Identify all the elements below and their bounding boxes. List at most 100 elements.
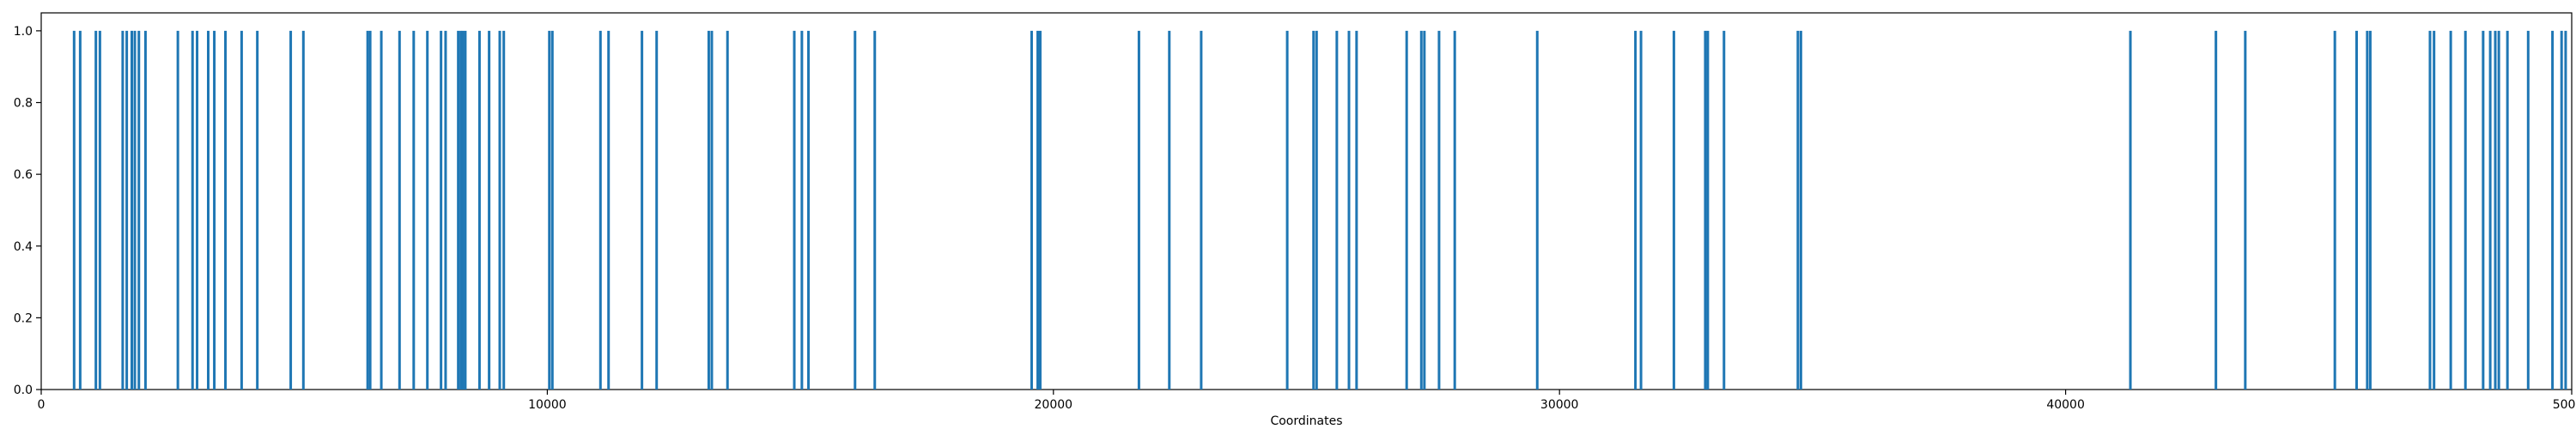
bar-series <box>72 30 2567 390</box>
bar <box>94 30 98 390</box>
bar <box>2428 30 2432 390</box>
bar <box>1405 30 1408 390</box>
bar <box>1796 30 1800 390</box>
plot-frame <box>40 12 2573 390</box>
bar <box>176 30 179 390</box>
bar <box>366 30 369 390</box>
bar <box>1312 30 1315 390</box>
bar <box>1706 30 1710 390</box>
bar <box>498 30 501 390</box>
x-tick-label: 0 <box>38 398 46 412</box>
bar <box>726 30 729 390</box>
bar <box>2526 30 2530 390</box>
y-axis: 0.0 0.2 0.4 0.6 0.8 1.0 <box>14 25 41 397</box>
bar <box>1168 30 1171 390</box>
bar <box>793 30 796 390</box>
plot-area <box>40 12 2573 390</box>
bar <box>1030 30 1033 390</box>
bar <box>707 30 710 390</box>
bar <box>72 30 76 390</box>
bar <box>289 30 293 390</box>
bar <box>2355 30 2359 390</box>
bar <box>2464 30 2467 390</box>
bar <box>1200 30 1203 390</box>
y-tick-label: 0.6 <box>14 168 33 182</box>
bar <box>78 30 82 390</box>
bar <box>1285 30 1289 390</box>
bar <box>461 30 465 390</box>
bar <box>301 30 305 390</box>
bar <box>641 30 644 390</box>
bar <box>1634 30 1637 390</box>
bar <box>426 30 429 390</box>
y-tick-label: 0.4 <box>14 240 33 254</box>
bar <box>2244 30 2247 390</box>
bar <box>807 30 811 390</box>
bar <box>2368 30 2372 390</box>
bar <box>1535 30 1539 390</box>
bar <box>2497 30 2500 390</box>
x-tick-label: 20000 <box>1035 398 1073 412</box>
y-tick-label: 0.8 <box>14 97 33 111</box>
bar <box>1453 30 1456 390</box>
bar <box>2494 30 2497 390</box>
bar <box>133 30 137 390</box>
bar <box>368 30 372 390</box>
bar <box>2506 30 2509 390</box>
bar <box>1672 30 1675 390</box>
x-axis-label: Coordinates <box>1270 414 1342 428</box>
bar <box>196 30 199 390</box>
bar <box>1704 30 1707 390</box>
bar <box>2449 30 2452 390</box>
bar <box>2215 30 2218 390</box>
bar <box>444 30 447 390</box>
bar <box>2551 30 2555 390</box>
bar <box>1315 30 1318 390</box>
bar <box>1419 30 1423 390</box>
bar <box>125 30 129 390</box>
bar <box>598 30 602 390</box>
bar <box>548 30 551 390</box>
x-tick-label: 40000 <box>2046 398 2085 412</box>
x-tick-label: 50000 <box>2553 398 2576 412</box>
bar <box>2333 30 2336 390</box>
bar <box>2129 30 2132 390</box>
x-axis: 0 10000 20000 30000 40000 50000 <box>38 390 2576 412</box>
bar <box>98 30 101 390</box>
bar <box>1038 30 1042 390</box>
bar <box>550 30 554 390</box>
bar <box>440 30 443 390</box>
bar <box>121 30 125 390</box>
bar <box>710 30 714 390</box>
bar <box>464 30 467 390</box>
bar <box>1036 30 1040 390</box>
x-tick-label: 30000 <box>1540 398 1579 412</box>
bar <box>398 30 401 390</box>
bar <box>459 30 463 390</box>
bar <box>1335 30 1339 390</box>
bar <box>655 30 659 390</box>
bar <box>2482 30 2485 390</box>
bar <box>2564 30 2567 390</box>
bar <box>380 30 383 390</box>
bar <box>1722 30 1726 390</box>
bar <box>1347 30 1351 390</box>
bar <box>1437 30 1441 390</box>
bar <box>502 30 506 390</box>
bar <box>2366 30 2369 390</box>
bar <box>213 30 216 390</box>
bar <box>1137 30 1140 390</box>
bar <box>457 30 460 390</box>
bar <box>2560 30 2563 390</box>
bar <box>2433 30 2436 390</box>
y-tick-label: 1.0 <box>14 25 33 39</box>
bar <box>2488 30 2492 390</box>
bar <box>131 30 133 390</box>
bar <box>1355 30 1358 390</box>
bar <box>607 30 611 390</box>
bar <box>143 30 147 390</box>
bar <box>488 30 491 390</box>
y-tick-label: 0.0 <box>14 384 33 397</box>
bar <box>1639 30 1643 390</box>
